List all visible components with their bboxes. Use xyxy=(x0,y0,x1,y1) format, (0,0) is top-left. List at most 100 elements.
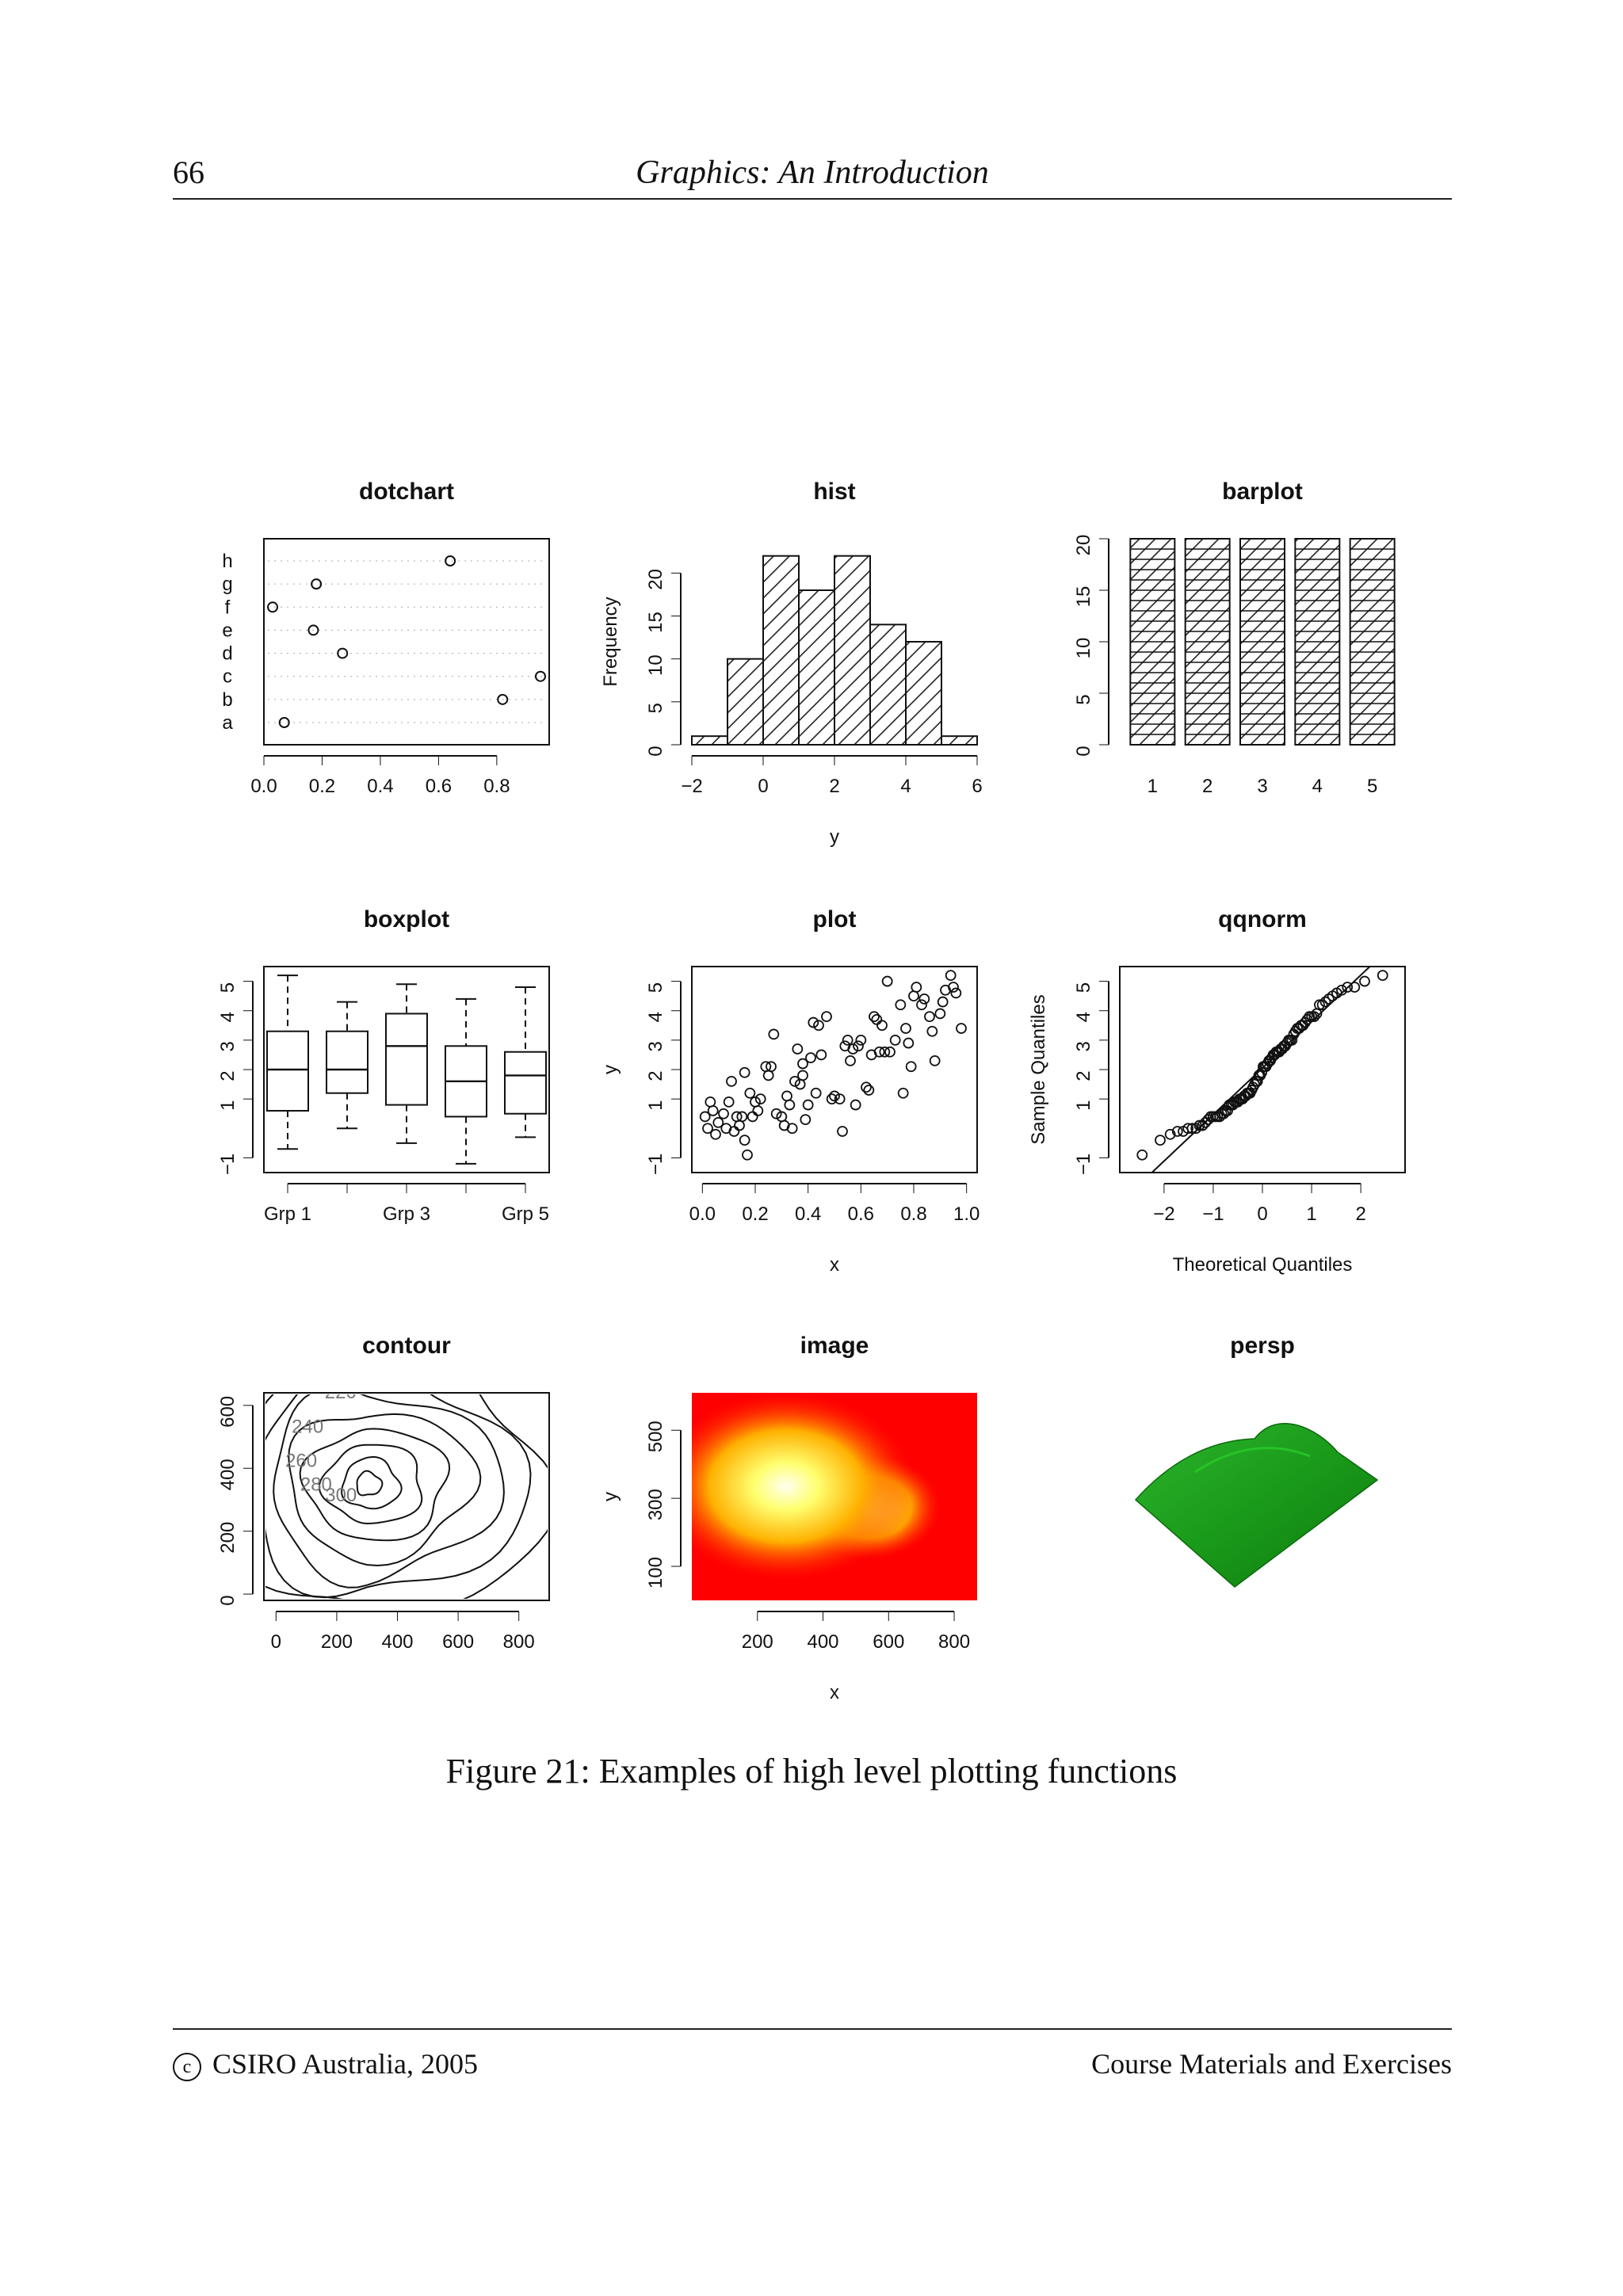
qqnorm-point xyxy=(1319,996,1331,1008)
boxplot-iqr xyxy=(385,1013,428,1106)
barplot-y-tick-label: 5 xyxy=(1073,694,1094,704)
boxplot-x-tick-label: Grp 5 xyxy=(502,1203,549,1225)
plot-point xyxy=(808,1016,819,1028)
plot-point xyxy=(754,1093,766,1105)
hist-y-tick-label: 10 xyxy=(645,654,666,676)
plot-point xyxy=(710,1128,721,1140)
plot-x-tick-label: 0.6 xyxy=(848,1203,874,1225)
plot-point xyxy=(956,1023,967,1034)
plot-point xyxy=(895,999,907,1011)
boxplot-y-tick-label: 2 xyxy=(217,1070,239,1081)
contour-level-label: 220 xyxy=(325,1382,357,1403)
contour-level-label: 200 xyxy=(381,1363,413,1385)
plot-point xyxy=(723,1096,735,1108)
qqnorm-point xyxy=(1336,984,1347,996)
plot-point xyxy=(810,1087,822,1099)
hist-x-tick-label: −2 xyxy=(681,776,702,797)
page-footer: c CSIRO Australia, 2005 Course Materials … xyxy=(173,2028,1452,2085)
qqnorm-y-tick-label: 1 xyxy=(1073,1100,1094,1110)
plot-point xyxy=(869,1011,880,1023)
image-x-tick-label: 200 xyxy=(742,1631,773,1653)
plot-point xyxy=(768,1028,780,1040)
boxplot-box xyxy=(266,974,309,1150)
qqnorm-y-tick-label: −1 xyxy=(1073,1154,1094,1175)
contour-level-line xyxy=(299,1428,451,1542)
figure-21: dotchart a b c d e f g h 0.0 0.2 0.4 0.6 0.8 hist −2 0 2 4… xyxy=(173,460,1452,1711)
qqnorm-y-tick-label: 2 xyxy=(1073,1070,1094,1081)
plot-point xyxy=(739,1066,750,1078)
image-x-tick-label: 600 xyxy=(873,1631,904,1653)
plot-point xyxy=(797,1070,808,1081)
qqnorm-x-tick-label: −2 xyxy=(1153,1203,1174,1225)
image-y-tick-label: 500 xyxy=(645,1421,666,1452)
qqnorm-point xyxy=(1155,1135,1166,1146)
qqnorm-y-tick-label: 5 xyxy=(1073,982,1094,993)
persp-title: persp xyxy=(1230,1333,1295,1359)
hist-y-tick-label: 20 xyxy=(645,569,666,590)
contour-level-line xyxy=(265,1394,532,1599)
contour-frame xyxy=(263,1392,550,1601)
plot-y-label: y xyxy=(600,1065,621,1074)
plot-point xyxy=(797,1058,808,1070)
plot-y-tick-label: 1 xyxy=(645,1100,666,1110)
hist-title: hist xyxy=(813,479,855,505)
plot-point xyxy=(924,1011,935,1023)
plot-point xyxy=(897,1087,909,1099)
qqnorm-point xyxy=(1136,1149,1148,1161)
plot-x-tick-label: 0.0 xyxy=(689,1203,716,1225)
dotchart-point xyxy=(278,717,290,728)
plot-point xyxy=(948,982,959,993)
plot-point xyxy=(873,1046,885,1058)
persp-surface xyxy=(1134,1423,1379,1588)
qqnorm-y-tick-label: 4 xyxy=(1073,1012,1094,1022)
dotchart-category-label: g xyxy=(222,574,232,595)
dotchart-category-label: a xyxy=(222,712,233,734)
plot-point xyxy=(837,1126,848,1137)
footer-copyright-text: CSIRO Australia, 2005 xyxy=(212,2048,479,2080)
plot-point xyxy=(845,1055,856,1066)
dotchart-frame xyxy=(263,538,550,746)
plot-point xyxy=(739,1135,750,1146)
dotchart-x-tick-label: 0.2 xyxy=(309,776,335,797)
hist-x-label: y xyxy=(830,826,839,848)
barplot-y-tick-label: 10 xyxy=(1073,638,1094,659)
barplot-y-tick-label: 0 xyxy=(1073,746,1094,756)
plot-point xyxy=(813,1020,824,1032)
contour-level-label: 260 xyxy=(285,1450,317,1471)
qqnorm-x-tick-label: 0 xyxy=(1257,1203,1267,1225)
plot-x-tick-label: 0.8 xyxy=(900,1203,926,1225)
plot-point xyxy=(699,1111,711,1123)
contour-x-tick-label: 0 xyxy=(271,1631,281,1653)
plot-point xyxy=(702,1123,713,1135)
plot-point xyxy=(900,1023,911,1034)
contour-level-line xyxy=(341,1455,403,1510)
barplot-x-tick-label: 1 xyxy=(1148,776,1158,797)
boxplot-box xyxy=(326,1001,369,1130)
plot-point xyxy=(876,1020,888,1032)
image-x-label: x xyxy=(830,1682,839,1703)
plot-point xyxy=(789,1075,800,1087)
plot-point xyxy=(929,1055,941,1066)
image-main-peak xyxy=(692,1393,977,1600)
contour-level-line xyxy=(288,1413,482,1567)
contour-y-tick-label: 0 xyxy=(217,1595,239,1605)
plot-point xyxy=(911,982,922,993)
plot-point xyxy=(736,1111,748,1123)
image-x-tick-label: 800 xyxy=(938,1631,970,1653)
plot-point xyxy=(847,1043,859,1055)
qqnorm-reference-line xyxy=(1151,967,1371,1173)
plot-x-tick-label: 0.2 xyxy=(742,1203,768,1225)
contour-y-tick-label: 200 xyxy=(217,1522,239,1554)
image-y-label: y xyxy=(600,1492,621,1501)
qqnorm-y-label: Sample Quantiles xyxy=(1028,994,1049,1144)
hist-y-tick-label: 5 xyxy=(645,703,666,713)
plot-point xyxy=(744,1087,756,1099)
qqnorm-point xyxy=(1316,999,1328,1011)
qqnorm-x-tick-label: 1 xyxy=(1306,1203,1316,1225)
dotchart-category-label: d xyxy=(222,643,232,665)
persp-ridge xyxy=(1194,1447,1311,1474)
plot-point xyxy=(937,996,949,1008)
plot-point xyxy=(926,1025,938,1037)
plot-point xyxy=(792,1043,804,1055)
